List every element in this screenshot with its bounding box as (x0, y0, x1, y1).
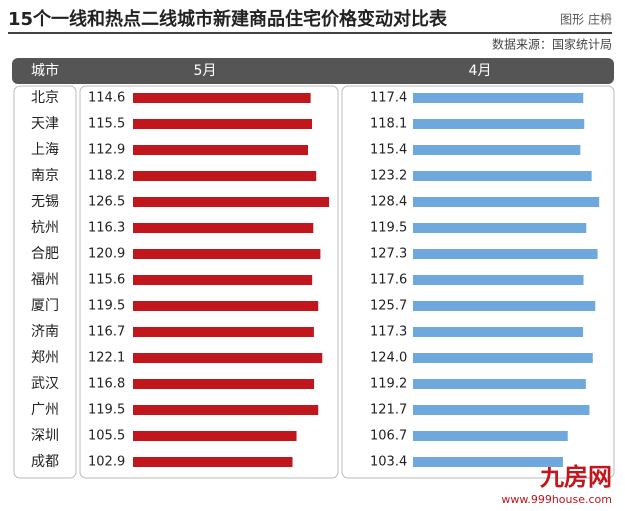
category-label: 武汉 (31, 376, 59, 392)
bar (133, 197, 330, 207)
bar (133, 431, 297, 441)
bar (133, 145, 308, 155)
bar (133, 93, 311, 103)
value-label: 116.7 (88, 325, 125, 340)
bar (133, 171, 317, 181)
category-label: 天津 (31, 116, 59, 132)
category-label: 南京 (31, 168, 59, 184)
value-label: 124.0 (370, 351, 407, 366)
value-label: 115.6 (88, 273, 125, 288)
bar (413, 327, 584, 337)
legend-label: 4月 (469, 63, 492, 79)
bar (133, 353, 323, 363)
value-label: 119.5 (370, 221, 407, 236)
value-label: 119.5 (88, 299, 125, 314)
category-label: 广州 (31, 402, 59, 418)
bar (413, 197, 600, 207)
watermark-url: www.999house.com (501, 493, 612, 506)
bar (413, 301, 596, 311)
bar (413, 379, 586, 389)
bar (413, 353, 593, 363)
value-label: 102.9 (88, 455, 125, 470)
bar (413, 223, 587, 233)
value-label: 119.5 (88, 403, 125, 418)
panel (79, 85, 339, 479)
category-label: 成都 (31, 454, 59, 470)
category-header: 城市 (31, 62, 59, 79)
category-label: 厦门 (31, 298, 59, 314)
bar (133, 405, 319, 415)
bar (133, 223, 314, 233)
value-label: 118.1 (370, 117, 407, 132)
value-label: 119.2 (370, 377, 407, 392)
value-label: 106.7 (370, 429, 407, 444)
value-label: 121.7 (370, 403, 407, 418)
value-label: 115.4 (370, 143, 407, 158)
category-label: 深圳 (31, 428, 59, 444)
value-label: 127.3 (370, 247, 407, 262)
bar (413, 93, 584, 103)
value-label: 116.8 (88, 377, 125, 392)
bar (413, 275, 584, 285)
category-label: 福州 (31, 272, 59, 288)
bar (133, 249, 321, 259)
chart-title: 15个一线和热点二线城市新建商品住宅价格变动对比表 (8, 8, 448, 30)
bar (133, 457, 293, 467)
bar (413, 119, 585, 129)
category-label: 北京 (31, 90, 59, 106)
category-label: 无锡 (31, 194, 59, 210)
value-label: 117.4 (370, 91, 407, 106)
value-label: 114.6 (88, 91, 125, 106)
panel (341, 85, 615, 479)
category-label: 杭州 (31, 220, 59, 236)
bar (413, 457, 563, 467)
value-label: 112.9 (88, 143, 125, 158)
value-label: 123.2 (370, 169, 407, 184)
bar (413, 431, 568, 441)
legend-label: 5月 (194, 63, 217, 79)
bar (133, 379, 315, 389)
bar (413, 145, 581, 155)
value-label: 118.2 (88, 169, 125, 184)
value-label: 103.4 (370, 455, 407, 470)
value-label: 125.7 (370, 299, 407, 314)
bar (133, 275, 313, 285)
credit: 图形 庄枬 (560, 12, 612, 27)
bar (133, 301, 319, 311)
watermark-brand: 九房网 (539, 463, 612, 491)
bar (133, 119, 313, 129)
panel (13, 85, 77, 479)
category-label: 济南 (31, 324, 59, 340)
value-label: 126.5 (88, 195, 125, 210)
value-label: 105.5 (88, 429, 125, 444)
category-label: 郑州 (31, 350, 59, 366)
value-label: 117.3 (370, 325, 407, 340)
value-label: 115.5 (88, 117, 125, 132)
value-label: 128.4 (370, 195, 407, 210)
value-label: 120.9 (88, 247, 125, 262)
bar (413, 171, 592, 181)
value-label: 122.1 (88, 351, 125, 366)
bar (413, 405, 590, 415)
category-label: 上海 (31, 142, 59, 158)
source: 数据来源：国家统计局 (492, 37, 612, 52)
value-label: 117.6 (370, 273, 407, 288)
bar (133, 327, 314, 337)
value-label: 116.3 (88, 221, 125, 236)
header-bar (12, 58, 614, 84)
category-label: 合肥 (31, 246, 59, 262)
bar (413, 249, 598, 259)
